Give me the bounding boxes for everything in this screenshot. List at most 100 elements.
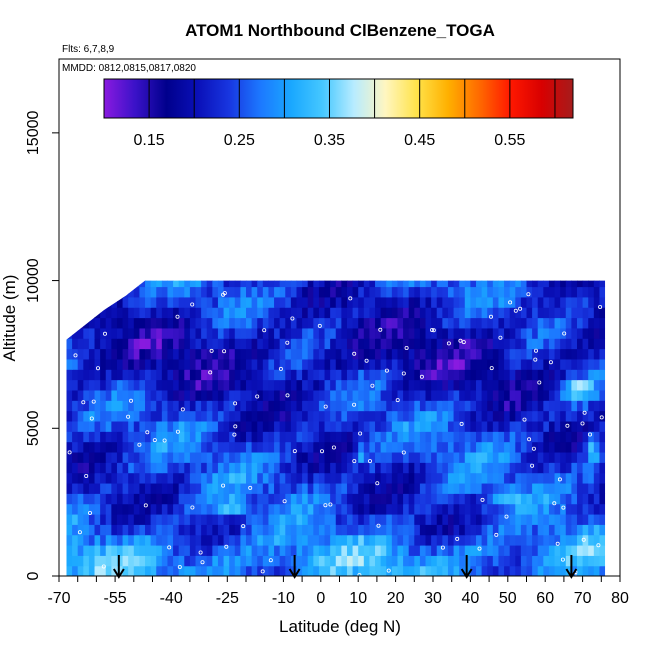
heatmap-cell [419, 286, 427, 298]
heatmap-cell [386, 280, 393, 288]
heatmap-cell [509, 493, 516, 505]
heatmap-cell [419, 565, 427, 576]
heatmap-cell [133, 431, 141, 443]
heatmap-cell [66, 379, 73, 391]
heatmap-cell [223, 327, 230, 339]
heatmap-cell [217, 338, 225, 350]
heatmap-cell [206, 369, 213, 381]
heatmap-cell [94, 493, 101, 505]
heatmap-cell [459, 286, 466, 298]
heatmap-cell [212, 534, 219, 546]
heatmap-cell [178, 493, 185, 505]
heatmap-cell [403, 420, 410, 432]
heatmap-cell [593, 280, 601, 288]
heatmap-cell [88, 513, 96, 525]
heatmap-cell [139, 472, 146, 484]
heatmap-cell [257, 369, 264, 381]
heatmap-cell [582, 462, 589, 474]
heatmap-cell [548, 441, 556, 453]
heatmap-cell [330, 534, 337, 546]
sample-point [101, 564, 106, 569]
heatmap-cell [352, 410, 359, 422]
heatmap-cell [83, 348, 90, 360]
heatmap-cell [515, 462, 522, 474]
heatmap-cell [217, 565, 225, 576]
heatmap-cell [492, 379, 500, 391]
heatmap-cell [145, 369, 152, 381]
heatmap-cell [397, 431, 404, 443]
heatmap-cell [375, 513, 382, 525]
heatmap-cell [133, 420, 141, 432]
heatmap-cell [548, 513, 556, 525]
heatmap-cell [217, 524, 225, 536]
heatmap-cell [470, 317, 477, 329]
heatmap-cell [447, 338, 455, 350]
heatmap-cell [105, 534, 112, 546]
heatmap-cell [285, 503, 292, 515]
heatmap-cell [285, 482, 292, 494]
heatmap-cell [588, 410, 595, 422]
heatmap-cell [161, 544, 169, 556]
heatmap-cell [419, 441, 427, 453]
heatmap-cell [335, 410, 342, 422]
heatmap-cell [431, 472, 438, 484]
heatmap-cell [386, 327, 393, 339]
heatmap-cell [582, 441, 589, 453]
heatmap-cell [212, 524, 219, 536]
heatmap-cell [408, 544, 415, 556]
sample-point [268, 558, 273, 563]
heatmap-cell [133, 280, 141, 288]
heatmap-cell [178, 503, 185, 515]
sample-point [162, 438, 167, 443]
heatmap-cell [167, 524, 174, 536]
sample-point [375, 481, 380, 486]
heatmap-cell [234, 369, 241, 381]
heatmap-cell [100, 400, 107, 412]
heatmap-cell [436, 431, 443, 443]
heatmap-cell [285, 296, 292, 308]
heatmap-cell [262, 327, 270, 339]
heatmap-cell [453, 389, 460, 401]
heatmap-cell [425, 420, 432, 432]
heatmap-cell [543, 358, 550, 370]
heatmap-cell [346, 513, 354, 525]
heatmap-cell [100, 307, 107, 319]
heatmap-cell [520, 462, 528, 474]
x-tick-label: 50 [499, 590, 517, 607]
sample-point [208, 370, 213, 375]
heatmap-cell [419, 555, 427, 567]
heatmap-cell [588, 482, 595, 494]
heatmap-cell [509, 534, 516, 546]
heatmap-cell [150, 389, 157, 401]
sample-arrow [460, 555, 473, 579]
heatmap-cell [492, 317, 500, 329]
heatmap-cell [116, 358, 124, 370]
heatmap-cell [532, 327, 539, 339]
heatmap-cell [223, 472, 230, 484]
heatmap-cell [588, 286, 595, 298]
heatmap-cell [571, 544, 578, 556]
heatmap-cell [481, 369, 488, 381]
heatmap-cell [156, 338, 163, 350]
heatmap-cell [246, 441, 253, 453]
heatmap-cell [526, 555, 533, 567]
sample-point [588, 432, 593, 437]
sample-point [96, 366, 101, 371]
heatmap-cell [128, 503, 135, 515]
heatmap-cell [195, 379, 202, 391]
heatmap-cell [330, 389, 337, 401]
heatmap-cell [89, 266, 95, 277]
heatmap-cell [105, 338, 112, 350]
heatmap-cell [504, 358, 511, 370]
heatmap-cell [358, 441, 365, 453]
heatmap-cell [554, 524, 561, 536]
heatmap-cell [184, 451, 191, 463]
heatmap-cell [509, 431, 516, 443]
heatmap-cell [548, 451, 556, 463]
heatmap-cell [403, 472, 410, 484]
heatmap-cell [447, 565, 455, 576]
heatmap-cell [369, 327, 376, 339]
heatmap-cell [571, 534, 578, 546]
heatmap-cell [105, 317, 112, 329]
heatmap-cell [257, 524, 264, 536]
